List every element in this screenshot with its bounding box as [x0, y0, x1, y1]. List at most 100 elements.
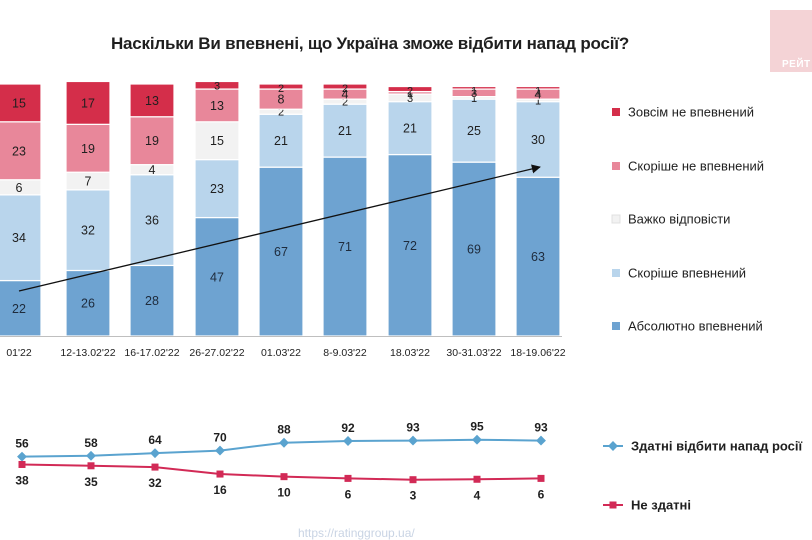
bar-data-label: 28 [145, 294, 159, 308]
line-data-label: 95 [470, 420, 484, 434]
x-tick-label: 12-13.02'22 [60, 347, 115, 359]
bar-data-label: 3 [471, 88, 477, 100]
legend-swatch [612, 108, 620, 116]
line-data-label: 6 [538, 487, 545, 501]
bar-data-label: 2 [278, 107, 284, 119]
line-data-label: 70 [213, 431, 227, 445]
bar-segment [129, 116, 175, 166]
legend-label: Скоріше впевнений [628, 266, 746, 281]
bar-data-label: 4 [342, 88, 349, 102]
bar-data-label: 69 [467, 243, 481, 257]
bar-segment [258, 83, 304, 90]
line-data-label: 93 [406, 421, 420, 435]
line-data-label: 16 [213, 483, 227, 497]
bar-segment [0, 121, 42, 181]
bar-data-label: 71 [338, 240, 352, 254]
bar-segment [387, 101, 433, 156]
bar-data-label: 1 [471, 86, 477, 98]
bar-data-label: 21 [403, 122, 417, 136]
rating-logo: РЕЙТ [770, 10, 812, 72]
bar-data-label: 34 [12, 231, 26, 245]
line-point [473, 475, 481, 483]
bar-data-label: 2 [342, 83, 348, 95]
bar-segment [0, 83, 42, 123]
line-point [408, 435, 418, 446]
bar-data-label: 21 [338, 124, 352, 138]
bar-data-label: 63 [531, 250, 545, 264]
x-tick-label: 01'22 [6, 347, 32, 359]
line-data-label: 93 [534, 421, 548, 435]
logo-text: РЕЙТ [782, 59, 811, 70]
bar-data-label: 26 [81, 297, 95, 311]
line-point [17, 451, 27, 462]
bar-data-label: 25 [467, 124, 481, 138]
bar-segment [322, 103, 368, 158]
bar-segment [515, 85, 561, 90]
bar-data-label: 36 [145, 214, 159, 228]
line-point [216, 470, 224, 478]
line-point [18, 460, 26, 468]
bar-data-label: 4 [535, 88, 542, 102]
bar-data-label: 1 [535, 95, 541, 107]
legend-marker [609, 501, 617, 509]
bar-data-label: 6 [16, 181, 23, 195]
bar-data-label: 8 [278, 93, 285, 107]
bar-segment [129, 83, 175, 118]
bar-data-label: 13 [145, 94, 159, 108]
legend-label: Здатні відбити напад росії [631, 439, 802, 454]
bar-segment [194, 121, 240, 161]
bar-data-label: 23 [12, 144, 26, 158]
bar-data-label: 32 [81, 224, 95, 238]
legend-label: Важко відповісти [628, 212, 730, 227]
line-data-label: 92 [341, 421, 355, 435]
line-point [215, 445, 225, 456]
line-point [537, 474, 545, 482]
line-data-label: 6 [345, 487, 352, 501]
bar-segment [387, 85, 433, 93]
line-data-label: 32 [148, 476, 162, 490]
line-point [280, 473, 288, 481]
legend-label: Абсолютно впевнений [628, 319, 763, 334]
bar-segment [451, 98, 497, 163]
line-data-label: 58 [84, 436, 98, 450]
bar-data-label: 2 [342, 97, 348, 109]
bar-segment [65, 80, 111, 125]
bar-data-label: 30 [531, 133, 545, 147]
bar-data-label: 13 [210, 99, 224, 113]
line-point [344, 474, 352, 482]
line-data-label: 4 [474, 488, 481, 502]
line-point [86, 450, 96, 461]
line-point [279, 437, 289, 448]
bar-segment [0, 194, 42, 282]
bar-data-label: 3 [214, 80, 220, 92]
chart-title: Наскільки Ви впевнені, що Україна зможе … [110, 34, 630, 53]
x-tick-label: 18-19.06'22 [510, 347, 565, 359]
line-point [409, 476, 417, 484]
bar-data-label: 21 [274, 134, 288, 148]
x-tick-label: 16-17.02'22 [124, 347, 179, 359]
trend-arrow [18, 164, 541, 292]
bar-data-label: 7 [85, 175, 92, 189]
bar-data-label: 3 [407, 93, 413, 105]
legend-swatch [612, 322, 620, 330]
bar-data-label: 1 [535, 86, 541, 98]
legend-swatch [612, 269, 620, 277]
bar-segment [194, 159, 240, 219]
line-point [151, 463, 159, 471]
bar-data-label: 2 [278, 83, 284, 95]
footer-url[interactable]: https://ratinggroup.ua/ [298, 526, 415, 540]
bar-data-label: 47 [210, 270, 224, 284]
line-data-label: 64 [148, 433, 162, 447]
bar-segment [194, 216, 240, 337]
bar-segment [451, 85, 497, 90]
bar-data-label: 2 [407, 86, 413, 98]
line-point [536, 435, 546, 446]
bar-data-label: 15 [210, 134, 224, 148]
line-data-label: 35 [84, 475, 98, 489]
legend-swatch [611, 214, 621, 224]
legend-label: Скоріше не впевнений [628, 159, 764, 174]
bar-segment [194, 88, 240, 123]
bar-segment [65, 269, 111, 337]
line-data-label: 88 [277, 423, 291, 437]
